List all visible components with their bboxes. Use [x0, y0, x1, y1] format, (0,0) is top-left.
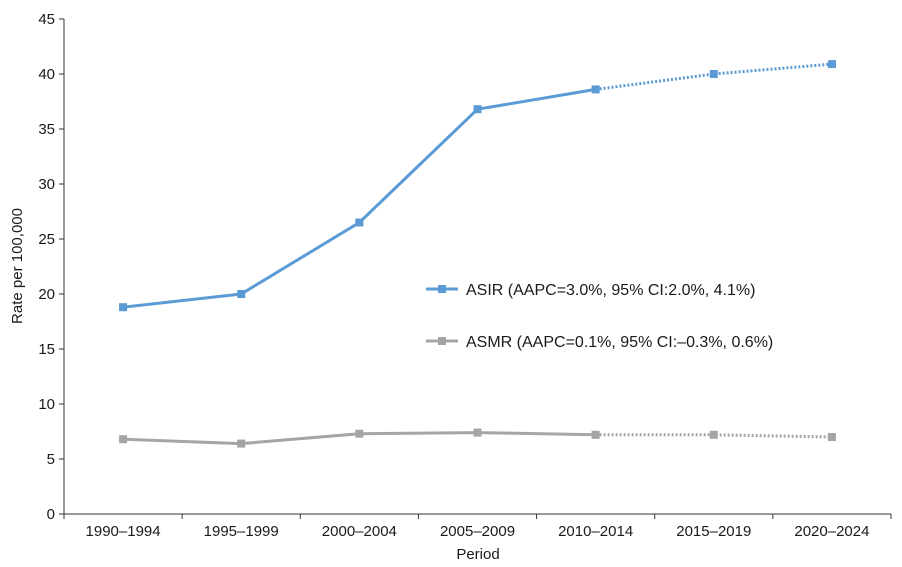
data-point-marker: [237, 290, 246, 298]
y-tick-label: 15: [38, 341, 55, 358]
data-point-marker: [119, 303, 128, 312]
legend: ASIR (AAPC=3.0%, 95% CI:2.0%, 4.1%) ASMR …: [426, 282, 773, 351]
data-point-marker: [827, 60, 836, 69]
series-line-projected: [595, 433, 832, 439]
legend-item-1: ASIR (AAPC=3.0%, 95% CI:2.0%, 4.1%): [426, 282, 755, 299]
legend-label: ASIR (AAPC=3.0%, 95% CI:2.0%, 4.1%): [466, 282, 755, 299]
x-ticks: 1990–1994 1995–1999 2000–2004 2005–2009 2010…: [63, 514, 892, 540]
x-tick-label: 2010–2014: [558, 523, 633, 540]
x-axis-title: Period: [456, 546, 499, 563]
x-tick-label: 2015–2019: [676, 523, 751, 540]
legend-swatch-marker: [438, 285, 446, 293]
data-point-marker: [591, 85, 600, 94]
y-tick-label: 25: [38, 231, 55, 248]
x-tick-label: 2000–2004: [322, 523, 397, 540]
x-tick-label: 1990–1994: [86, 523, 161, 540]
y-tick-label: 5: [47, 451, 55, 468]
data-point-marker: [709, 430, 718, 439]
data-point-marker: [473, 428, 482, 437]
y-tick-label: 20: [38, 286, 55, 303]
data-point-marker: [709, 70, 718, 78]
axes: [63, 19, 891, 515]
y-tick-label: 10: [38, 396, 55, 413]
legend-item-2: ASMR (AAPC=0.1%, 95% CI:–0.3%, 0.6%): [426, 334, 773, 351]
y-ticks: 0 5 10 15 20 25 30 35 40 45: [38, 11, 64, 523]
data-point-marker: [591, 430, 600, 439]
series-layer: [119, 60, 836, 448]
data-point-marker: [119, 435, 128, 444]
data-point-marker: [237, 439, 246, 448]
x-tick-label: 2005–2009: [440, 523, 515, 540]
data-point-marker: [355, 429, 364, 438]
data-point-marker: [473, 105, 482, 114]
y-tick-label: 35: [38, 121, 55, 138]
y-tick-label: 40: [38, 66, 55, 83]
y-tick-label: 45: [38, 11, 55, 28]
data-point-marker: [355, 218, 364, 227]
series-2: [119, 428, 836, 448]
legend-swatch-marker: [438, 337, 446, 345]
series-line-observed: [122, 87, 596, 309]
data-point-marker: [827, 433, 836, 441]
series-1: [119, 60, 836, 312]
y-tick-label: 30: [38, 176, 55, 193]
x-tick-label: 1995–1999: [204, 523, 279, 540]
y-tick-label: 0: [47, 506, 55, 523]
x-tick-label: 2020–2024: [794, 523, 869, 540]
legend-label: ASMR (AAPC=0.1%, 95% CI:–0.3%, 0.6%): [466, 334, 773, 351]
y-axis-title: Rate per 100,000: [9, 208, 26, 324]
